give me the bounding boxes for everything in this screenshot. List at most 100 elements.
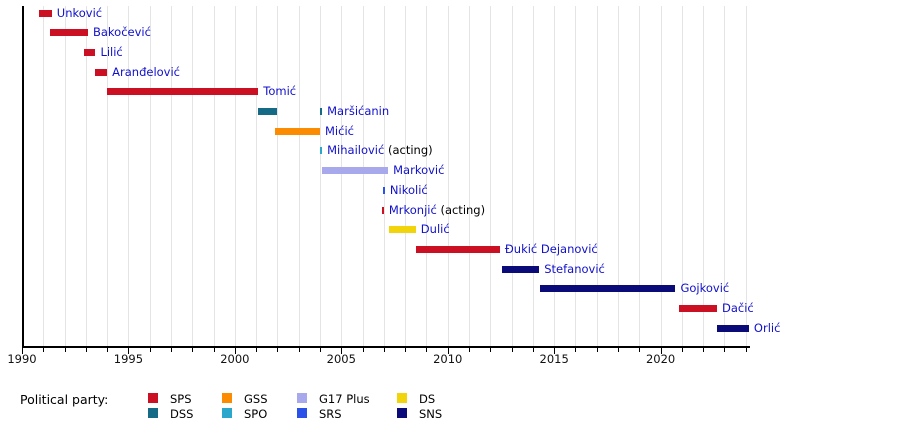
axis-tick-label: 1995 (113, 352, 144, 366)
axis-tick (362, 348, 364, 352)
year-gridline (426, 6, 428, 346)
year-gridline (320, 6, 321, 346)
person-name: Gojković (680, 281, 730, 296)
axis-tick (511, 348, 513, 352)
year-gridline (85, 6, 87, 346)
person-label: Nikolić (389, 182, 428, 197)
person-label: Dulić (421, 223, 450, 236)
term-bar (678, 305, 717, 312)
person-name: Orlić (753, 320, 781, 335)
year-gridline (298, 6, 300, 346)
legend-label: SRS (319, 407, 342, 421)
legend-label: DS (419, 392, 436, 406)
legend-title: Political party: (20, 392, 109, 407)
axis-tick-label: 1990 (7, 352, 37, 366)
person-name: Lilić (100, 44, 123, 59)
legend-swatch-srs (297, 408, 307, 418)
legend-label: G17 Plus (319, 392, 370, 406)
person-label: Gojković (680, 282, 729, 295)
person-label: Dačić (722, 302, 754, 315)
year-gridline (681, 6, 683, 346)
legend-label: SPO (244, 407, 268, 421)
axis-tick (469, 348, 471, 352)
axis-tick (85, 348, 87, 352)
legend-swatch-g17-plus (297, 393, 307, 403)
axis-tick-label: 2010 (433, 352, 463, 366)
year-gridline (618, 6, 620, 346)
term-bar (389, 226, 416, 234)
person-name: Mihailović (327, 143, 385, 158)
year-gridline (256, 6, 258, 346)
term-bar (502, 265, 540, 273)
year-gridline (447, 6, 449, 346)
year-gridline (405, 6, 407, 346)
axis-tick (703, 348, 705, 352)
legend-swatch-dss (148, 408, 158, 418)
year-gridline (554, 6, 556, 346)
axis-tick-label: 2005 (326, 352, 356, 366)
term-bar (382, 186, 385, 194)
person-label: Mrkonjić (acting) (388, 202, 485, 217)
term-bar (320, 108, 323, 115)
person-name: Mrkonjić (388, 202, 437, 217)
person-label: Maršićanin (327, 105, 389, 118)
year-gridline (362, 6, 364, 346)
person-name: Maršićanin (327, 104, 390, 118)
axis-tick (681, 348, 683, 352)
year-gridline (490, 6, 492, 346)
term-bar (39, 9, 52, 17)
person-label: Aranđelović (112, 64, 181, 79)
plot-area: 1990 1995 2000 2005 2010 2015 2020 Unković Bakoč… (7, 5, 781, 366)
year-gridline (532, 6, 534, 346)
person-name: Aranđelović (112, 64, 181, 79)
legend-swatch-sps (148, 393, 158, 403)
year-gridline (660, 6, 662, 346)
term-bar (83, 48, 96, 56)
legend-label: GSS (244, 392, 268, 406)
x-axis-line (22, 346, 750, 348)
axis-tick (22, 348, 23, 354)
axis-tick-label: 2020 (645, 352, 676, 366)
axis-tick (149, 348, 151, 352)
person-label: Marković (393, 164, 444, 177)
person-name: Đukić Dejanović (504, 241, 598, 256)
axis-tick-label: 2000 (220, 352, 250, 366)
legend-swatch-sns (397, 408, 407, 418)
term-bar (381, 206, 384, 214)
person-name: Unković (56, 5, 103, 20)
term-bar (95, 68, 108, 76)
axis-tick (107, 348, 109, 352)
person-label: Tomić (263, 85, 296, 98)
legend-label: SNS (419, 407, 443, 421)
person-name: Dulić (420, 222, 450, 237)
axis-tick (341, 348, 343, 354)
person-name: Bakočević (92, 25, 151, 40)
person-name: Nikolić (389, 182, 428, 197)
person-label: Mihailović (acting) (327, 144, 433, 157)
term-bar (415, 245, 500, 253)
term-bar (107, 88, 259, 96)
axis-tick (596, 348, 598, 352)
legend-swatch-spo (222, 408, 232, 418)
term-bar (49, 29, 88, 37)
year-gridline (575, 6, 577, 346)
term-bar (322, 167, 389, 175)
person-name: Dačić (722, 301, 754, 315)
year-gridline (745, 6, 747, 346)
year-gridline (64, 6, 66, 346)
term-bar (275, 127, 320, 135)
person-label: Orlić (753, 320, 781, 335)
axis-tick (277, 348, 279, 352)
person-label: Mićić (325, 124, 354, 138)
year-gridline (43, 6, 45, 346)
axis-tick (554, 348, 556, 354)
year-gridline (171, 6, 172, 346)
axis-tick (43, 348, 45, 352)
legend-swatch-ds (397, 393, 407, 403)
year-gridline (511, 6, 513, 346)
axis-tick (213, 348, 215, 352)
year-gridline (128, 6, 130, 346)
axis-tick (171, 348, 172, 352)
person-label: Stefanović (544, 262, 605, 276)
